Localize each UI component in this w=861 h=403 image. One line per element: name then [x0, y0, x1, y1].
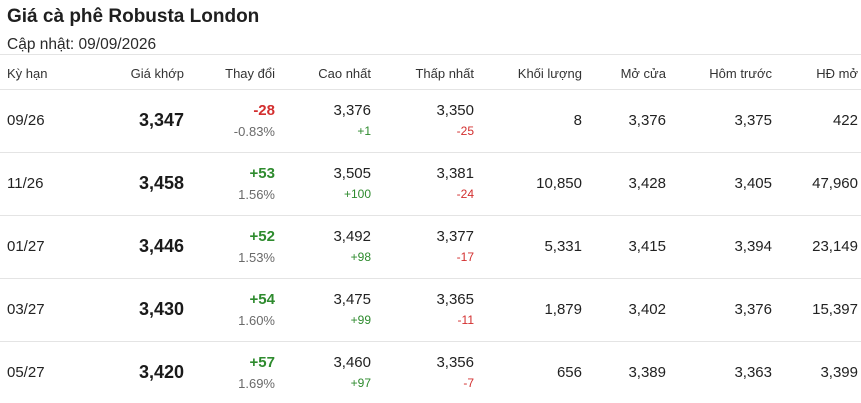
high-diff: +99 [350, 313, 371, 327]
price-cell: 3,458 [138, 173, 184, 193]
volume-cell: 1,879 [544, 301, 582, 318]
term-cell: 03/27 [7, 301, 45, 318]
price-cell: 3,430 [138, 299, 184, 319]
prev-cell: 3,363 [734, 364, 772, 381]
open-interest-cell: 15,397 [812, 301, 858, 318]
price-cell: 3,347 [138, 110, 184, 130]
low-value: 3,365 [436, 291, 474, 308]
prev-cell: 3,405 [734, 175, 772, 192]
volume-cell: 656 [556, 364, 582, 381]
term-cell: 09/26 [7, 112, 45, 129]
price-cell: 3,420 [138, 362, 184, 382]
row-divider [0, 278, 861, 279]
low-diff: -24 [456, 187, 474, 201]
high-diff: +1 [357, 124, 371, 138]
change-percent: 1.60% [238, 313, 275, 328]
low-diff: -25 [456, 124, 474, 138]
high-value: 3,475 [333, 291, 371, 308]
low-diff: -7 [463, 376, 474, 390]
change-value: +52 [249, 228, 275, 245]
high-value: 3,505 [333, 165, 371, 182]
change-value: -28 [253, 102, 275, 119]
change-value: +57 [249, 354, 275, 371]
header-high: Cao nhất [318, 66, 371, 81]
row-divider [0, 152, 861, 153]
low-value: 3,350 [436, 102, 474, 119]
header-price: Giá khớp [130, 66, 184, 81]
open-cell: 3,402 [628, 301, 666, 318]
row-divider [0, 89, 861, 90]
volume-cell: 10,850 [536, 175, 582, 192]
prev-cell: 3,376 [734, 301, 772, 318]
row-divider [0, 341, 861, 342]
high-diff: +97 [350, 376, 371, 390]
open-interest-cell: 47,960 [812, 175, 858, 192]
term-cell: 11/26 [7, 175, 44, 192]
open-cell: 3,376 [628, 112, 666, 129]
header-volume: Khối lượng [517, 66, 582, 81]
change-percent: 1.69% [238, 376, 275, 391]
low-diff: -17 [456, 250, 474, 264]
page-title: Giá cà phê Robusta London [7, 6, 260, 27]
open-interest-cell: 3,399 [820, 364, 858, 381]
high-diff: +100 [343, 187, 371, 201]
low-value: 3,381 [436, 165, 474, 182]
row-divider [0, 215, 861, 216]
volume-cell: 8 [573, 112, 582, 129]
open-cell: 3,428 [628, 175, 666, 192]
open-interest-cell: 422 [832, 112, 858, 129]
high-value: 3,492 [333, 228, 371, 245]
open-cell: 3,389 [628, 364, 666, 381]
header-oi: HĐ mở [816, 66, 858, 81]
low-value: 3,377 [436, 228, 474, 245]
change-value: +53 [249, 165, 275, 182]
header-low: Thấp nhất [415, 66, 474, 81]
high-value: 3,376 [333, 102, 371, 119]
header-change: Thay đổi [225, 66, 275, 81]
prev-cell: 3,394 [734, 238, 772, 255]
header-open: Mở cửa [620, 66, 666, 81]
header-prev: Hôm trước [709, 66, 772, 81]
volume-cell: 5,331 [544, 238, 582, 255]
low-value: 3,356 [436, 354, 474, 371]
open-cell: 3,415 [628, 238, 666, 255]
term-cell: 05/27 [7, 364, 45, 381]
prev-cell: 3,375 [734, 112, 772, 129]
header-term: Kỳ hạn [7, 66, 48, 81]
term-cell: 01/27 [7, 238, 45, 255]
updated-date: Cập nhật: 09/09/2026 [7, 36, 157, 53]
low-diff: -11 [457, 313, 474, 327]
high-value: 3,460 [333, 354, 371, 371]
change-percent: -0.83% [233, 124, 275, 139]
change-percent: 1.53% [238, 250, 275, 265]
high-diff: +98 [350, 250, 371, 264]
open-interest-cell: 23,149 [812, 238, 858, 255]
change-percent: 1.56% [238, 187, 275, 202]
header-divider [0, 54, 861, 55]
change-value: +54 [249, 291, 275, 308]
price-cell: 3,446 [138, 236, 184, 256]
